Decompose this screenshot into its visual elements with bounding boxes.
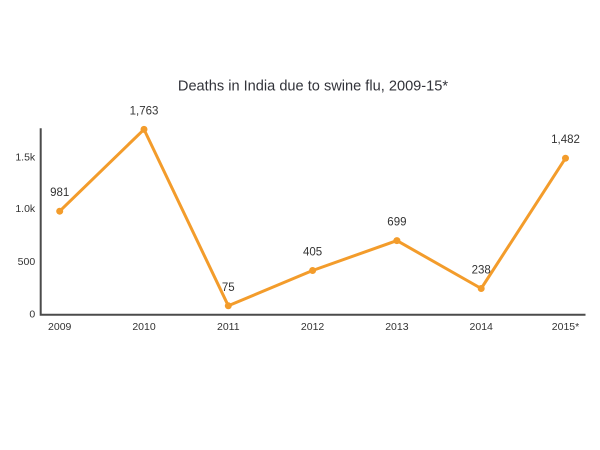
svg-text:2013: 2013 — [385, 321, 409, 333]
svg-text:2014: 2014 — [470, 321, 494, 333]
svg-text:75: 75 — [222, 282, 235, 294]
svg-text:2010: 2010 — [132, 321, 156, 333]
svg-text:Deaths in India due to swine f: Deaths in India due to swine flu, 2009-1… — [178, 79, 448, 95]
svg-text:0: 0 — [29, 309, 35, 321]
svg-text:1.0k: 1.0k — [15, 203, 36, 215]
svg-text:2015*: 2015* — [552, 321, 579, 333]
svg-text:2011: 2011 — [217, 321, 240, 333]
svg-text:405: 405 — [303, 247, 322, 259]
svg-text:2009: 2009 — [48, 321, 72, 333]
svg-text:2012: 2012 — [301, 321, 325, 333]
svg-text:238: 238 — [472, 265, 491, 277]
svg-text:1,482: 1,482 — [551, 134, 580, 146]
svg-text:981: 981 — [50, 187, 69, 199]
svg-text:1.5k: 1.5k — [15, 152, 36, 164]
svg-text:699: 699 — [387, 217, 406, 229]
svg-text:1,763: 1,763 — [130, 105, 159, 117]
svg-text:500: 500 — [18, 256, 36, 268]
